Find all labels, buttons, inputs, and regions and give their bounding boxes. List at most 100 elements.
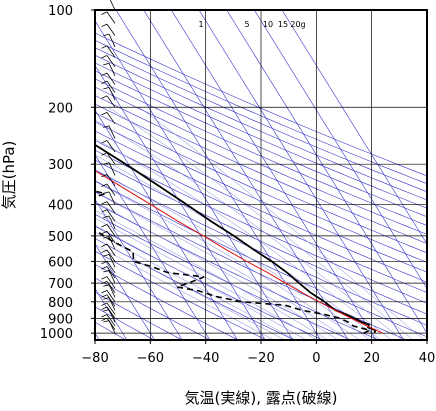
series-layer [95, 143, 383, 334]
wind-barb [101, 306, 116, 319]
wind-barb-feather [101, 317, 108, 322]
dry-adiabat-line [95, 180, 427, 338]
moist-adiabat-line [95, 238, 285, 340]
dry-adiabat-line [95, 62, 427, 209]
wind-barb-staff [106, 72, 116, 85]
wind-barb-feather [101, 11, 108, 15]
wind-barb-feather [103, 284, 110, 287]
dewpoint-line [95, 190, 373, 334]
wind-barb [103, 284, 116, 298]
isotherm-line [95, 64, 266, 340]
wind-barb [103, 215, 116, 229]
wind-barb [101, 317, 116, 330]
wind-barb [103, 236, 116, 250]
x-tick-label: 40 [419, 351, 436, 366]
y-tick-label: 100 [48, 4, 73, 19]
moist-adiabat-line [95, 201, 339, 340]
wind-barb-staff [106, 314, 116, 327]
wind-barb-staff [106, 281, 116, 294]
wind-barb-staff [106, 306, 116, 319]
y-tick-label: 600 [48, 255, 73, 270]
dry-adiabat-line [95, 130, 427, 283]
wind-barbs [101, 0, 116, 334]
wind-barb [101, 224, 116, 237]
wind-barb [101, 209, 116, 222]
wind-barb-feather [103, 162, 110, 165]
wind-barb [109, 0, 116, 11]
wind-barb-feather [101, 209, 108, 213]
dry-adiabat-line [95, 202, 379, 340]
wind-barb [101, 45, 116, 58]
dry-adiabat-line [95, 250, 267, 340]
wind-barb-feather [101, 230, 108, 235]
wind-barb [103, 87, 116, 101]
wind-barb-staff [108, 191, 116, 205]
wind-barb-staff [106, 55, 116, 68]
dry-adiabat-line [95, 103, 427, 254]
wind-barb-feather [101, 152, 108, 156]
wind-barb-feather [101, 243, 108, 247]
moist-adiabat-line [95, 225, 307, 340]
wind-barb-staff [106, 290, 116, 303]
wind-barb-staff [106, 231, 116, 243]
mixing-ratio-labels: 1 5 10 15 20g [198, 20, 305, 29]
dry-adiabat-line [95, 140, 427, 293]
moist-adiabat-line [95, 138, 392, 340]
wind-barb [101, 266, 116, 279]
wind-barb-feather [103, 125, 110, 128]
wind-barb-staff [106, 317, 116, 330]
moist-adiabat-line [95, 244, 274, 340]
x-tick-label: −80 [81, 351, 108, 366]
wind-barb [101, 276, 116, 289]
wind-barb-feather [103, 236, 110, 239]
wind-barb [101, 230, 116, 243]
wind-barb-feather [101, 266, 108, 270]
isotherm-line [95, 20, 294, 340]
wind-barb-staff [106, 23, 116, 36]
dry-adiabat-line [95, 95, 427, 244]
wind-barb-staff [106, 260, 116, 273]
wind-barb [101, 294, 116, 307]
wind-barb-feather [101, 306, 108, 310]
wind-barb-feather [101, 55, 108, 59]
wind-barb-feather [103, 191, 110, 194]
wind-barb [101, 72, 116, 85]
wind-barb-staff [108, 270, 116, 284]
wind-barb-feather [101, 45, 108, 49]
wind-barb-feather [103, 215, 110, 218]
dry-adiabat-line [95, 54, 427, 201]
wind-barb-feather [103, 33, 110, 37]
y-tick-label: 400 [48, 199, 73, 214]
moist-adiabat-line [95, 217, 318, 340]
wind-barb [101, 314, 116, 327]
wind-barb-staff [106, 183, 116, 196]
dry-adiabat-line [95, 39, 427, 185]
wind-barb-staff [106, 95, 116, 108]
dry-adiabat-line [95, 121, 427, 273]
wind-barb [101, 260, 116, 273]
wind-barb-staff [106, 302, 116, 315]
wind-barb-feather [101, 224, 108, 228]
dry-adiabat-line [95, 149, 427, 304]
wind-barb-feather [103, 297, 110, 300]
wind-barb-staff [108, 162, 116, 176]
wind-barb-feather [103, 87, 110, 90]
wind-barb [103, 62, 116, 77]
wind-barb [103, 191, 116, 205]
wind-barb-staff [106, 276, 116, 289]
wind-barb-staff [109, 0, 116, 11]
dry-adiabat-line [95, 238, 295, 340]
dry-adiabat-line [95, 169, 427, 326]
wind-barb-feather [103, 62, 110, 66]
x-tick-label: −60 [137, 351, 164, 366]
moist-adiabat-line [95, 191, 349, 340]
wind-barb-feather [101, 201, 108, 205]
x-tick-label: −20 [247, 351, 274, 366]
wind-barb-feather [101, 280, 108, 285]
wind-barb-staff [108, 87, 116, 101]
y-tick-label: 800 [48, 296, 73, 311]
wind-barb [101, 249, 116, 262]
wind-barb-staff [106, 80, 116, 93]
